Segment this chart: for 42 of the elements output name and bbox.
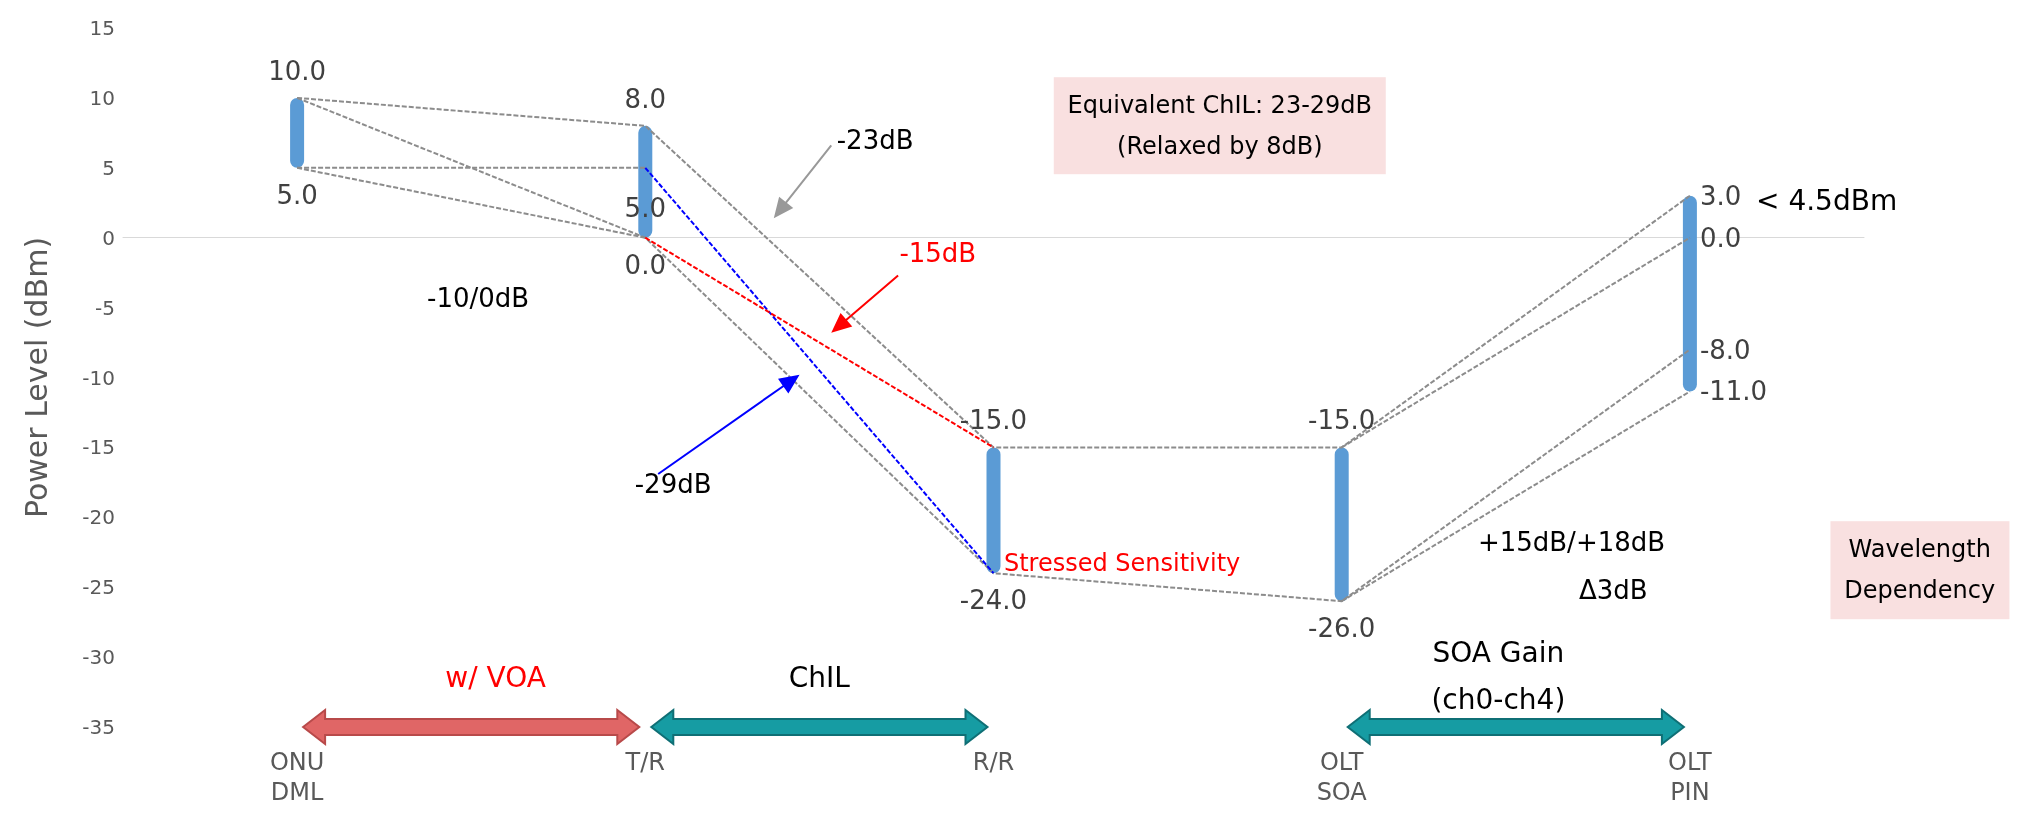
y-axis-title: Power Level (dBm) (18, 236, 54, 519)
y-tick-label: -30 (82, 645, 115, 670)
y-tick-label: -15 (82, 435, 115, 460)
x-tick-label: OLT PIN (1668, 748, 1713, 806)
annotation: Δ3dB (1578, 573, 1648, 607)
annotation: 5.0 (276, 179, 318, 210)
x-tick-label: OLT SOA (1316, 748, 1368, 806)
annotation: -24.0 (959, 585, 1028, 616)
x-tick-label: ONU DML (269, 748, 325, 806)
annotation: Stressed Sensitivity (1003, 548, 1241, 579)
annotation: ChIL (788, 660, 850, 697)
annotation: +15dB/+18dB (1477, 526, 1666, 560)
y-tick-label: 5 (102, 155, 115, 180)
y-tick-label: -35 (82, 715, 115, 739)
annotation: -15.0 (1308, 405, 1376, 436)
annotation: -26.0 (1308, 613, 1376, 644)
annotation: 10.0 (268, 55, 327, 86)
y-tick-label: -25 (82, 575, 115, 600)
annotation: 0.0 (1699, 222, 1742, 253)
x-tick-label: R/R (972, 748, 1015, 776)
annotation: -8.0 (1699, 334, 1751, 365)
annotation: -23dB (836, 123, 914, 157)
annotation: Equivalent ChIL: 23-29dB (Relaxed by 8dB) (1053, 77, 1387, 175)
y-tick-label: -20 (82, 505, 115, 530)
annotation: w/ VOA (445, 660, 546, 697)
annotation: SOA Gain (ch0-ch4) (1431, 635, 1566, 719)
annotation: -10/0dB (427, 281, 530, 315)
annotation: -15dB (899, 236, 977, 270)
annotation: < 4.5dBm (1756, 183, 1898, 220)
y-tick-label: -5 (95, 295, 115, 320)
x-tick-label: T/R (624, 748, 666, 776)
annotation: -11.0 (1699, 376, 1768, 407)
annotation: 3.0 (1699, 180, 1742, 211)
y-tick-label: -10 (82, 365, 115, 390)
annotation: 8.0 (624, 83, 666, 114)
annotation: -15.0 (959, 405, 1028, 436)
annotation: -29dB (634, 467, 712, 501)
y-tick-label: 10 (89, 85, 115, 110)
annotation: Wavelength Dependency (1830, 521, 2010, 620)
annotation: 0.0 (624, 249, 666, 280)
y-tick-label: 15 (89, 16, 115, 40)
y-tick-label: 0 (102, 225, 115, 250)
